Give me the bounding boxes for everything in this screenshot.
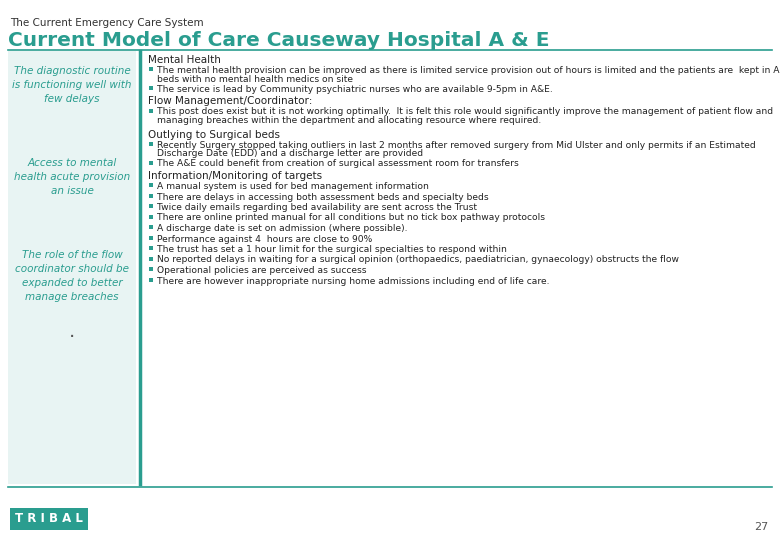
Bar [149, 183, 153, 187]
Text: The Current Emergency Care System: The Current Emergency Care System [10, 18, 204, 28]
Bar [149, 278, 153, 281]
Text: Recently Surgery stopped taking outliers in last 2 months after removed surgery : Recently Surgery stopped taking outliers… [157, 140, 756, 150]
Bar [149, 67, 153, 71]
Text: The A&E could benefit from creation of surgical assessment room for transfers: The A&E could benefit from creation of s… [157, 159, 519, 168]
Text: No reported delays in waiting for a surgical opinion (orthopaedics, paediatricia: No reported delays in waiting for a surg… [157, 255, 679, 265]
Bar [149, 193, 153, 198]
Text: Outlying to Surgical beds: Outlying to Surgical beds [148, 130, 280, 139]
Text: .: . [69, 322, 75, 341]
Bar [149, 256, 153, 260]
Bar [149, 225, 153, 229]
Text: There are however inappropriate nursing home admissions including end of life ca: There are however inappropriate nursing … [157, 276, 549, 286]
Bar [149, 109, 153, 112]
Text: 27: 27 [753, 522, 768, 532]
Bar [149, 160, 153, 165]
Text: There are delays in accessing both assessment beds and specialty beds: There are delays in accessing both asses… [157, 192, 488, 201]
Bar [149, 267, 153, 271]
Text: This post does exist but it is not working optimally.  It is felt this role woul: This post does exist but it is not worki… [157, 107, 773, 117]
Bar [149, 235, 153, 240]
Text: The diagnostic routine
is functioning well with
few delays: The diagnostic routine is functioning we… [12, 66, 132, 104]
Text: A discharge date is set on admission (where possible).: A discharge date is set on admission (wh… [157, 224, 407, 233]
Text: beds with no mental health medics on site: beds with no mental health medics on sit… [157, 75, 353, 84]
Text: Mental Health: Mental Health [148, 55, 221, 65]
Text: A manual system is used for bed management information: A manual system is used for bed manageme… [157, 182, 429, 191]
Text: Operational policies are perceived as success: Operational policies are perceived as su… [157, 266, 367, 275]
Text: Information/Monitoring of targets: Information/Monitoring of targets [148, 171, 322, 181]
Text: The role of the flow
coordinator should be
expanded to better
manage breaches: The role of the flow coordinator should … [15, 250, 129, 302]
Bar [149, 246, 153, 250]
Bar [149, 86, 153, 90]
FancyBboxPatch shape [10, 508, 88, 530]
Bar [149, 141, 153, 145]
Bar [149, 214, 153, 219]
Text: Discharge Date (EDD) and a discharge letter are provided: Discharge Date (EDD) and a discharge let… [157, 149, 423, 158]
Text: Performance against 4  hours are close to 90%: Performance against 4 hours are close to… [157, 234, 372, 244]
Text: Flow Management/Coordinator:: Flow Management/Coordinator: [148, 97, 312, 106]
Text: The trust has set a 1 hour limit for the surgical specialties to respond within: The trust has set a 1 hour limit for the… [157, 245, 507, 254]
Bar [149, 204, 153, 208]
Text: The mental health provision can be improved as there is limited service provisio: The mental health provision can be impro… [157, 66, 780, 75]
Text: The service is lead by Community psychiatric nurses who are available 9-5pm in A: The service is lead by Community psychia… [157, 85, 553, 94]
Text: managing breaches within the department and allocating resource where required.: managing breaches within the department … [157, 116, 541, 125]
FancyBboxPatch shape [8, 51, 136, 484]
Text: T R I B A L: T R I B A L [15, 512, 83, 525]
Text: Access to mental
health acute provision
an issue: Access to mental health acute provision … [14, 158, 130, 196]
Text: Twice daily emails regarding bed availability are sent across the Trust: Twice daily emails regarding bed availab… [157, 203, 477, 212]
Text: There are online printed manual for all conditions but no tick box pathway proto: There are online printed manual for all … [157, 213, 545, 222]
Text: Current Model of Care Causeway Hospital A & E: Current Model of Care Causeway Hospital … [8, 31, 549, 50]
